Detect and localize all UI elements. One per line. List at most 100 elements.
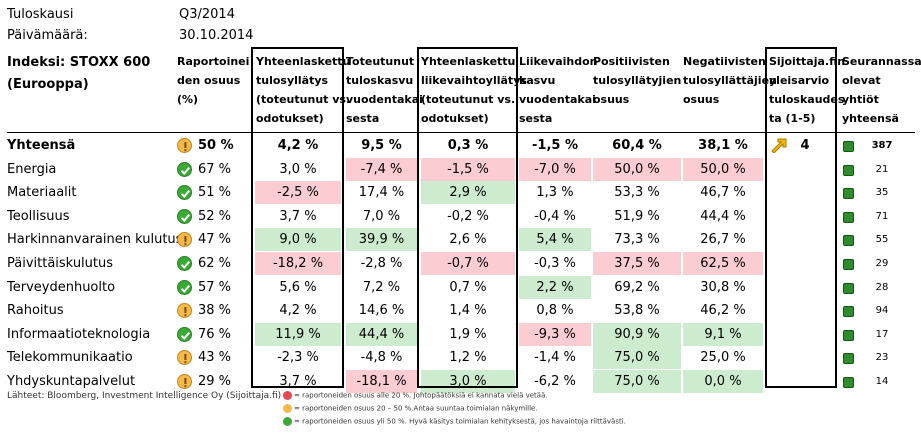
cell-negs: 0,0 % — [683, 370, 763, 393]
checkmark-icon — [177, 256, 192, 271]
green-square-icon — [843, 235, 854, 247]
cell-revgrowth: -9,3 % — [519, 322, 591, 346]
total-row: Yhteensä 50 % 4,2 % 9,5 % 0,3 % -1,5 % 60,4 % 3… — [0, 134, 921, 157]
checkmark-icon — [177, 326, 192, 342]
reported-share: 52 % — [198, 208, 232, 224]
green-square-icon — [843, 282, 854, 294]
reported-share: 51 % — [198, 185, 232, 201]
green-square-icon — [843, 329, 854, 341]
cell-pos: 73,3 % — [614, 232, 660, 248]
cell-rev: 1,2 % — [449, 350, 487, 366]
green-square-icon — [843, 141, 854, 152]
exclamation-icon — [177, 374, 192, 389]
rating-column-frame — [765, 47, 837, 388]
cell-revgrowth: -6,2 % — [534, 374, 576, 389]
cell-eps: 4,2 % — [277, 138, 319, 153]
cell-eps: -18,2 % — [255, 252, 341, 275]
header-rating: Sijoittaja.fin yleisarvio tuloskaudes ta (1… — [769, 55, 846, 125]
sector-name: Terveydenhuolto — [7, 279, 116, 295]
cell-growth: 7,0 % — [362, 208, 401, 224]
sector-name: Materiaalit — [7, 185, 77, 201]
header-eps-surprise: Yhteenlaskettu tulosyllätys (toteutunut vs… — [256, 55, 351, 125]
table-row: Rahoitus 38 % 4,2 % 14,6 % 1,4 % 0,8 % 53,8 % 4… — [0, 299, 921, 322]
exclamation-icon — [177, 138, 192, 153]
green-square-icon — [843, 377, 854, 388]
checkmark-icon — [177, 161, 192, 177]
cell-negs: 30,8 % — [700, 279, 746, 295]
cell-eps: 9,0 % — [255, 228, 341, 252]
table-row: Materiaalit 51 % -2,5 % 17,4 % 2,9 % 1,3 % 53,… — [0, 181, 921, 205]
sector-name: Päivittäiskulutus — [7, 256, 114, 271]
company-count: 14 — [875, 376, 889, 387]
cell-pos: 50,0 % — [593, 157, 681, 181]
cell-negs: 25,0 % — [700, 350, 746, 366]
cell-negs: 38,1 % — [698, 138, 748, 153]
table-row: Informaatioteknologia 76 % 11,9 % 44,4 % 1,9… — [0, 322, 921, 346]
reported-share: 50 % — [198, 138, 234, 153]
header-rev-surprise: Yhteenlaskettu liikevaihtoyllätys (toteutu… — [421, 55, 527, 125]
cell-growth: -7,4 % — [346, 157, 417, 181]
cell-growth: 9,5 % — [361, 138, 402, 153]
cell-pos: 53,3 % — [614, 185, 660, 201]
cell-growth: 44,4 % — [346, 322, 417, 346]
cell-revgrowth: -1,5 % — [532, 138, 578, 153]
cell-rev: 0,3 % — [447, 138, 489, 153]
red-dot-icon — [283, 391, 292, 400]
table-row: Päivittäiskulutus 62 % -18,2 % -2,8 % -0,7 %… — [0, 252, 921, 275]
cell-revgrowth: -0,4 % — [534, 208, 576, 224]
cell-rev: 1,9 % — [449, 326, 487, 342]
header-rev-growth: Liikevaihdon kasvu vuodentakai sesta — [519, 55, 598, 125]
green-square-icon — [843, 188, 854, 200]
reported-share: 38 % — [198, 303, 232, 319]
checkmark-icon — [177, 208, 192, 224]
cell-pos: 75,0 % — [593, 346, 681, 370]
reported-share: 43 % — [198, 350, 232, 366]
company-count: 94 — [875, 305, 889, 317]
cell-rev: 0,7 % — [449, 279, 487, 295]
sector-name: Harkinnanvarainen kulutus — [7, 232, 183, 248]
cell-eps: 3,0 % — [279, 161, 317, 177]
green-square-icon — [843, 211, 854, 223]
cell-revgrowth: -1,4 % — [534, 350, 576, 366]
table-row: Yhdyskuntapalvelut 29 % 3,7 % -18,1 % 3,0 % -… — [0, 370, 921, 393]
green-square-icon — [843, 306, 854, 318]
reported-share: 29 % — [198, 374, 232, 389]
cell-negs: 62,5 % — [683, 252, 763, 275]
header-share: Raportoinei den osuus (%) — [177, 55, 250, 106]
cell-pos: 51,9 % — [614, 208, 660, 224]
cell-rev: -0,7 % — [421, 252, 515, 275]
rev-surprise-column-frame — [417, 47, 518, 388]
date-value: 30.10.2014 — [179, 28, 254, 43]
green-square-icon — [843, 164, 854, 176]
reported-share: 67 % — [198, 161, 232, 177]
cell-revgrowth: 2,2 % — [519, 275, 591, 299]
cell-revgrowth: -0,3 % — [534, 256, 576, 271]
sector-name: Yhdyskuntapalvelut — [7, 374, 136, 389]
cell-pos: 60,4 % — [612, 138, 662, 153]
green-square-icon — [843, 259, 854, 270]
header-company-count: Seurannassa olevat yhtiöt yhteensä — [842, 55, 921, 125]
index-line2: (Eurooppa) — [7, 77, 89, 92]
cell-pos: 69,2 % — [614, 279, 660, 295]
eps-surprise-column-frame — [251, 47, 344, 388]
cell-eps: -2,3 % — [277, 350, 319, 366]
company-count: 28 — [875, 281, 889, 293]
cell-growth: 7,2 % — [362, 279, 401, 295]
cell-rev: 1,4 % — [449, 303, 487, 319]
cell-revgrowth: 0,8 % — [536, 303, 574, 319]
date-label: Päivämäärä: — [7, 28, 88, 43]
cell-eps: 3,7 % — [279, 208, 317, 224]
cell-revgrowth: 5,4 % — [519, 228, 591, 252]
sector-name: Rahoitus — [7, 303, 64, 319]
green-dot-icon — [283, 417, 292, 426]
cell-pos: 53,8 % — [614, 303, 660, 319]
table-row: Telekommunikaatio 43 % -2,3 % -4,8 % 1,2 % -1… — [0, 346, 921, 370]
legend-green: = raportoneiden osuus yli 50 %. Hyvä käs… — [283, 417, 626, 426]
reported-share: 62 % — [198, 256, 232, 271]
season-label: Tuloskausi — [7, 7, 74, 22]
cell-negs: 46,2 % — [700, 303, 746, 319]
exclamation-icon — [177, 303, 192, 319]
source-note: Lähteet: Bloomberg, Investment Intellige… — [7, 391, 282, 401]
cell-negs: 44,4 % — [700, 208, 746, 224]
sector-name: Teollisuus — [7, 208, 70, 224]
